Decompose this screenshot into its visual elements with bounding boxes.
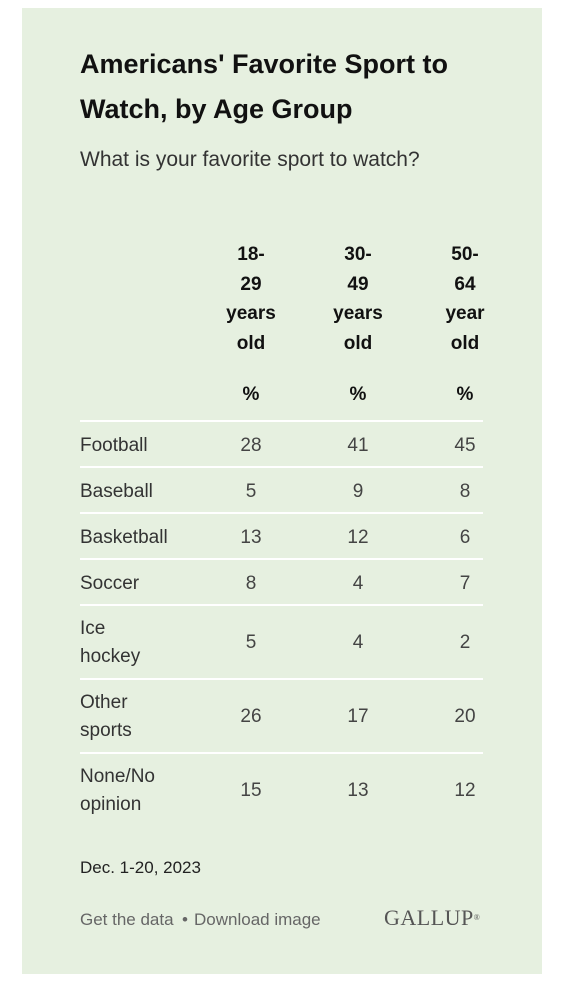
table-row: Soccer 8 4 7 [80,558,483,606]
gallup-logo: GALLUP® [384,905,480,931]
table-cell: 8 [245,573,257,594]
row-label: None/No opinion [80,766,155,815]
download-image-link[interactable]: Download image [194,910,321,929]
table-row: Basketball 13 12 6 [80,512,483,560]
table-row: Baseball 5 9 8 [80,466,483,514]
survey-date: Dec. 1-20, 2023 [80,858,201,877]
table-cell: 4 [352,573,364,594]
get-data-link[interactable]: Get the data [80,910,174,929]
column-unit: % [349,384,367,405]
table-cell: 13 [240,527,262,548]
column-header: 50- 64 year old [445,244,485,354]
table-cell: 4 [352,632,364,653]
footer-separator: • [182,910,188,929]
table-cell: 26 [240,706,262,727]
table-cell: 13 [347,780,369,801]
table-cell: 41 [347,435,369,456]
table-cell: 5 [245,632,257,653]
column-header: 30- 49 years old [333,244,383,354]
row-label: Ice hockey [80,618,141,667]
table-cell: 5 [245,481,257,502]
table-cell: 12 [454,780,476,801]
chart-subtitle: What is your favorite sport to watch? [80,148,420,171]
table-row: None/No opinion 15 13 12 [80,752,483,828]
table-cell: 28 [240,435,262,456]
table-cell: 7 [459,573,471,594]
table-cell: 2 [459,632,471,653]
gallup-logo-text: GALLUP [384,905,474,930]
table-cell: 45 [454,435,476,456]
table-cell: 17 [347,706,369,727]
column-header: 18- 29 years old [226,244,276,354]
table-row: Football 28 41 45 [80,420,483,468]
table-cell: 8 [459,481,471,502]
row-label: Football [80,435,148,456]
table-row: Other sports 26 17 20 [80,678,483,754]
column-unit: % [242,384,260,405]
chart-card: Americans' Favorite Sport to Watch, by A… [22,8,542,974]
table-cell: 12 [347,527,369,548]
column-unit: % [456,384,474,405]
row-label: Basketball [80,527,168,548]
row-label: Baseball [80,481,153,502]
table-cell: 20 [454,706,476,727]
table-cell: 6 [459,527,471,548]
row-label: Other sports [80,692,132,741]
table-row: Ice hockey 5 4 2 [80,604,483,680]
table-cell: 15 [240,780,262,801]
gallup-logo-mark: ® [473,913,481,922]
row-label: Soccer [80,573,140,594]
chart-title: Americans' Favorite Sport to Watch, by A… [80,49,449,124]
table-cell: 9 [352,481,364,502]
